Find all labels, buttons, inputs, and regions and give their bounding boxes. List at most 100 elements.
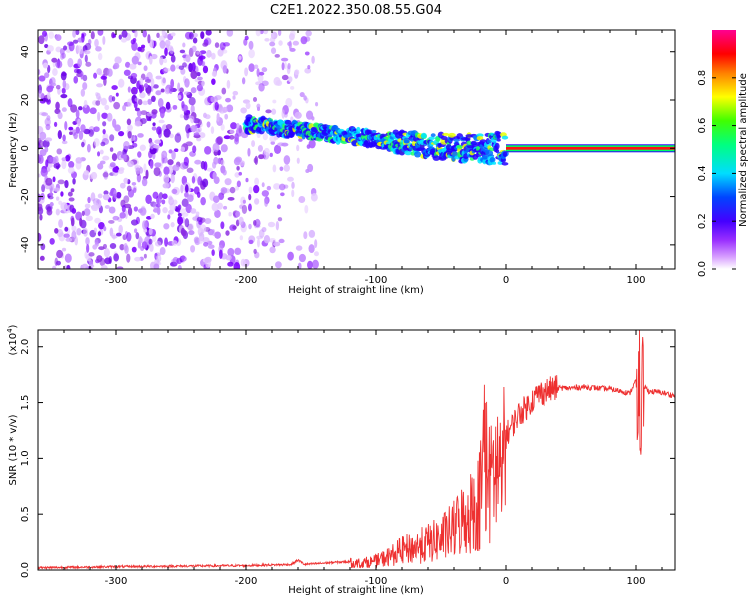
noise-blob	[223, 135, 231, 140]
noise-blob	[278, 40, 283, 46]
noise-blob	[146, 86, 151, 96]
noise-blob	[273, 241, 281, 247]
y-tick-label: 1.0	[20, 450, 31, 466]
noise-blob	[149, 243, 154, 252]
noise-blob	[38, 193, 42, 203]
noise-blob	[199, 224, 207, 233]
noise-blob	[126, 185, 132, 192]
noise-blob	[291, 181, 295, 189]
noise-blob	[131, 55, 139, 65]
noise-blob	[169, 46, 174, 55]
noise-blob	[122, 148, 127, 156]
noise-blob	[71, 225, 77, 232]
noise-blob	[207, 244, 215, 249]
noise-blob	[62, 79, 67, 89]
noise-blob	[41, 30, 48, 37]
noise-blob	[187, 194, 194, 202]
noise-blob	[83, 99, 88, 109]
noise-blob	[57, 130, 62, 140]
noise-blob	[79, 217, 83, 227]
noise-blob	[171, 150, 176, 160]
snr-scale-exp: 4	[6, 328, 14, 333]
noise-blob	[270, 47, 277, 55]
noise-blob	[294, 111, 302, 119]
noise-blob	[238, 171, 242, 176]
noise-blob	[132, 142, 138, 148]
noise-blob	[108, 219, 115, 224]
noise-blob	[103, 190, 109, 196]
noise-blob	[201, 61, 205, 67]
noise-blob	[48, 192, 54, 197]
noise-blob	[134, 30, 138, 38]
noise-blob	[94, 38, 99, 48]
noise-blob	[234, 172, 240, 178]
noise-blob	[256, 238, 260, 248]
noise-blob	[159, 40, 166, 49]
noise-blob	[211, 70, 217, 77]
noise-blob	[220, 221, 225, 230]
noise-blob	[206, 121, 211, 128]
noise-blob	[206, 167, 214, 172]
noise-blob	[190, 208, 197, 214]
noise-blob	[191, 176, 196, 184]
noise-blob	[93, 72, 98, 79]
noise-blob	[163, 58, 168, 64]
noise-blob	[156, 126, 162, 135]
noise-blob	[170, 222, 175, 228]
noise-blob	[112, 33, 117, 38]
noise-blob	[312, 259, 319, 269]
noise-blob	[63, 45, 68, 51]
noise-blob	[256, 68, 260, 77]
noise-blob	[149, 55, 153, 65]
noise-blob	[123, 203, 132, 209]
noise-blob	[123, 177, 129, 184]
noise-blob	[191, 45, 197, 53]
noise-blob	[162, 207, 168, 214]
noise-blob	[75, 157, 83, 164]
noise-blob	[107, 68, 113, 77]
noise-blob	[130, 39, 136, 45]
noise-blob	[229, 129, 235, 134]
noise-blob	[269, 237, 276, 243]
noise-blob	[154, 139, 162, 144]
noise-blob	[221, 87, 227, 95]
noise-blob	[72, 39, 79, 44]
colorbar-gradient	[712, 30, 736, 269]
noise-blob	[238, 216, 244, 226]
noise-blob	[64, 120, 68, 131]
noise-blob	[207, 261, 211, 268]
signal-blob	[496, 138, 501, 142]
noise-blob	[214, 42, 220, 48]
snr-ylabel: SNR (10 * v/v)	[8, 414, 19, 485]
noise-blob	[89, 264, 95, 268]
noise-blob	[148, 238, 153, 245]
noise-blob	[97, 52, 103, 61]
noise-blob	[47, 195, 54, 200]
signal-blob	[491, 161, 497, 165]
noise-blob	[214, 231, 222, 239]
noise-blob	[38, 203, 43, 212]
noise-blob	[75, 109, 80, 119]
noise-blob	[136, 110, 142, 117]
signal-blob	[403, 140, 410, 144]
noise-blob	[53, 121, 58, 127]
noise-blob	[127, 75, 134, 80]
x-tick-label: -200	[235, 275, 258, 286]
noise-blob	[314, 239, 318, 249]
noise-blob	[111, 85, 118, 90]
noise-blob	[296, 144, 300, 152]
noise-blob	[222, 169, 227, 176]
noise-blob	[102, 243, 107, 249]
signal-blob	[356, 126, 361, 134]
noise-blob	[102, 155, 110, 161]
noise-blob	[76, 69, 82, 74]
noise-blob	[257, 144, 263, 152]
noise-blob	[275, 261, 282, 269]
noise-blob	[72, 30, 77, 38]
noise-blob	[248, 239, 254, 245]
noise-blob	[138, 85, 143, 94]
noise-blob	[119, 212, 126, 219]
noise-blob	[308, 244, 315, 254]
noise-blob	[263, 147, 270, 156]
noise-blob	[157, 98, 164, 108]
